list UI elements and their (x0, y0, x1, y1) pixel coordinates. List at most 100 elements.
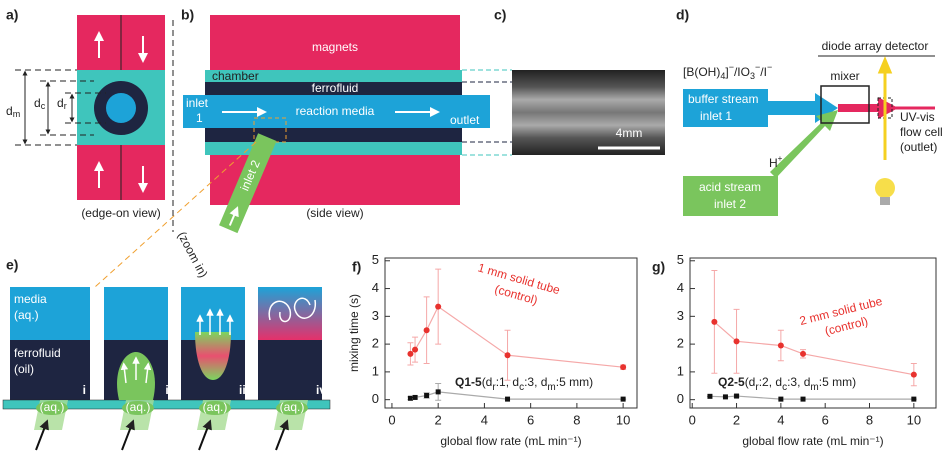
y-tick-label: 3 (372, 308, 379, 323)
x-tick-label: 6 (822, 412, 829, 427)
media-label: media (14, 292, 47, 306)
series-line (714, 322, 913, 375)
series-line (710, 396, 914, 399)
panel-label: e) (6, 257, 18, 273)
x-axis-label: global flow rate (mL min⁻¹) (742, 434, 883, 448)
point (911, 372, 917, 378)
point (435, 304, 441, 310)
panel-label: c) (494, 7, 506, 23)
panel-d: d) diode array detector mixer [B(OH)4]−/… (676, 7, 943, 216)
y-tick-label: 5 (372, 252, 379, 267)
point (424, 327, 430, 333)
stage-label: iv (316, 383, 326, 397)
y-tick-label: 2 (372, 336, 379, 351)
point (620, 364, 626, 370)
ferrofluid-label: ferrofluid (312, 81, 359, 95)
magnets-label: magnets (312, 40, 358, 54)
x-tick-label: 2 (733, 412, 740, 427)
point (707, 394, 712, 399)
point (911, 397, 916, 402)
cell-label: (outlet) (900, 140, 937, 154)
inlet-label: 1 (196, 111, 203, 125)
aq-label: (aq.) (203, 400, 228, 414)
dc-label: dc (34, 96, 46, 111)
point (711, 319, 717, 325)
y-tick-label: 2 (677, 336, 684, 351)
x-tick-label: 0 (689, 412, 696, 427)
detector-label: diode array detector (822, 39, 929, 53)
zoom-label: (zoom in) (175, 229, 211, 280)
point (778, 397, 783, 402)
dr-label: dr (57, 96, 67, 111)
charts: f)0246810012345global flow rate (mL min⁻… (347, 252, 936, 448)
stage-label: ii (165, 383, 172, 397)
point (734, 394, 739, 399)
point (800, 351, 806, 357)
mixer-label: mixer (830, 69, 859, 83)
series-line (410, 307, 623, 368)
ferrofluid-label: ferrofluid (14, 346, 61, 360)
x-tick-label: 10 (616, 412, 630, 427)
point (723, 394, 728, 399)
panel-label: b) (181, 7, 194, 23)
scale-label: 4mm (616, 126, 643, 140)
x-tick-label: 10 (907, 412, 921, 427)
media-label: (aq.) (14, 308, 39, 322)
acid-label: acid stream (699, 180, 761, 194)
outlet-label: outlet (450, 113, 480, 127)
stage-label: iii (239, 383, 249, 397)
y-tick-label: 4 (677, 280, 684, 295)
panel-c: c) 4mm (462, 7, 665, 155)
x-tick-label: 4 (481, 412, 488, 427)
x-tick-label: 8 (866, 412, 873, 427)
x-tick-label: 6 (527, 412, 534, 427)
cell-label: UV-vis (900, 110, 935, 124)
panel-e: e) media (aq.) ferrofluid (oil) (aq.) i (a… (3, 257, 330, 450)
acid-label: inlet 2 (714, 197, 746, 211)
caption: (side view) (306, 206, 363, 220)
x-tick-label: 2 (435, 412, 442, 427)
cell-label: flow cell (900, 125, 943, 139)
y-tick-label: 1 (372, 363, 379, 378)
y-tick-label: 3 (677, 308, 684, 323)
y-tick-label: 1 (677, 363, 684, 378)
y-axis-label: mixing time (s) (347, 294, 361, 372)
point (621, 397, 626, 402)
point (505, 352, 511, 358)
series-annotation: Q2-5(dr:2, dc:3, dm:5 mm) (718, 375, 856, 392)
point (778, 343, 784, 349)
y-tick-label: 0 (372, 391, 379, 406)
panel-a: a) dm dc dr (edge-on view) (6, 7, 173, 232)
point (505, 397, 510, 402)
media-label: reaction media (296, 104, 375, 118)
buffer-label: inlet 1 (700, 109, 732, 123)
formula: [B(OH)4]−/IO3−/I− (683, 62, 772, 81)
dm-label: dm (6, 104, 20, 119)
aq-label: (aq.) (280, 400, 305, 414)
point (436, 389, 441, 394)
caption: (edge-on view) (81, 206, 160, 220)
point (801, 397, 806, 402)
panel-label: a) (6, 7, 18, 23)
point (407, 351, 413, 357)
chamber-label: chamber (212, 69, 259, 83)
aq-label: (aq.) (40, 400, 65, 414)
ferrofluid-label: (oil) (14, 362, 34, 376)
series-line (410, 392, 623, 399)
y-tick-label: 4 (372, 280, 379, 295)
series-annotation: Q1-5(dr:1, dc:3, dm:5 mm) (455, 375, 593, 392)
panel-label: d) (676, 7, 689, 23)
point (424, 393, 429, 398)
x-tick-label: 8 (573, 412, 580, 427)
panel-label: f) (352, 259, 361, 275)
buffer-label: buffer stream (688, 92, 758, 106)
x-tick-label: 4 (777, 412, 784, 427)
x-tick-label: 0 (388, 412, 395, 427)
point (412, 347, 418, 353)
figure: a) dm dc dr (edge-on view) b) magnets ch… (0, 0, 949, 459)
aq-label: (aq.) (126, 400, 151, 414)
y-tick-label: 5 (677, 252, 684, 267)
point (413, 395, 418, 400)
y-tick-label: 0 (677, 391, 684, 406)
stage-label: i (83, 383, 86, 397)
